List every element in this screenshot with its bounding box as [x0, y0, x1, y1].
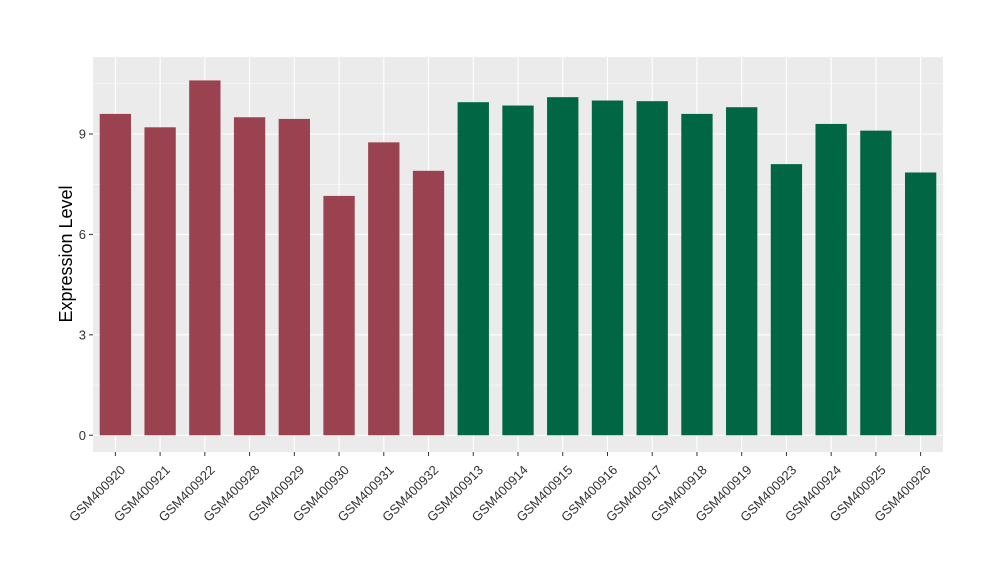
bar-GSM400914 — [502, 105, 534, 436]
bar-GSM400915 — [547, 97, 579, 436]
bar-GSM400930 — [323, 195, 355, 436]
bar-GSM400920 — [99, 113, 132, 436]
bar-GSM400932 — [412, 170, 445, 436]
bar-GSM400925 — [860, 130, 892, 436]
y-tick-label: 0 — [79, 428, 86, 443]
bar-GSM400924 — [815, 123, 847, 436]
bar-GSM400923 — [770, 164, 803, 436]
bars — [99, 80, 937, 436]
bar-GSM400928 — [233, 117, 266, 436]
bar-GSM400917 — [636, 101, 668, 436]
y-tick-label: 6 — [79, 227, 86, 242]
bar-GSM400931 — [368, 142, 400, 436]
bar-GSM400929 — [278, 118, 310, 436]
x-axis: GSM400920GSM400921GSM400922GSM400928GSM4… — [66, 452, 934, 525]
y-axis: 0 3 6 9 — [79, 126, 93, 443]
bar-GSM400921 — [144, 127, 176, 436]
bar-GSM400919 — [726, 107, 758, 436]
bar-GSM400922 — [189, 80, 221, 436]
bar-GSM400913 — [457, 102, 489, 436]
bar-GSM400918 — [681, 113, 713, 436]
y-tick-label: 9 — [79, 126, 86, 141]
y-tick-label: 3 — [79, 327, 86, 342]
bar-GSM400926 — [904, 172, 937, 436]
bar-GSM400916 — [591, 100, 624, 436]
y-axis-title: Expression Level — [56, 185, 76, 322]
